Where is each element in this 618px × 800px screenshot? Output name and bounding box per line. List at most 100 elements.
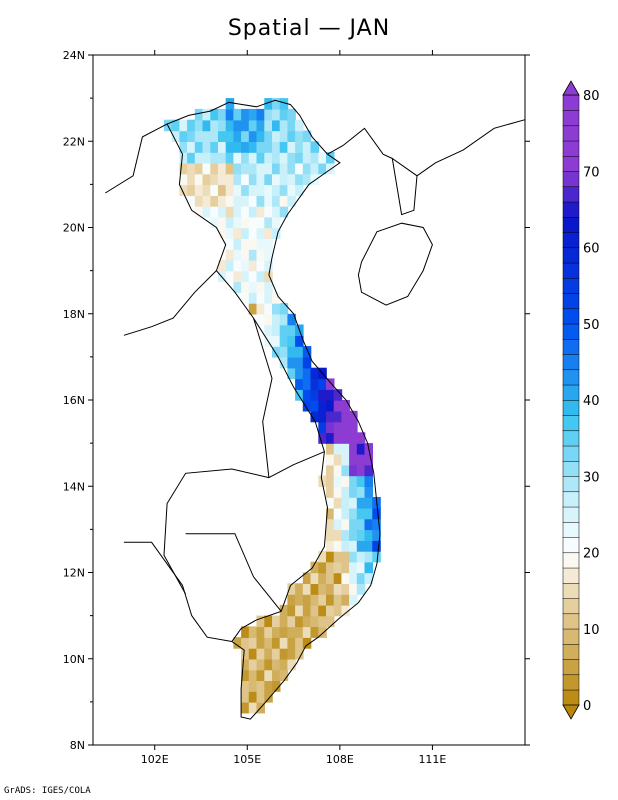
precip-cell	[218, 162, 227, 175]
colorbar-swatch	[562, 445, 580, 462]
precip-cell	[341, 410, 350, 423]
colorbar-swatch	[562, 140, 580, 157]
border-line	[253, 317, 325, 479]
precip-cell	[341, 400, 350, 412]
latitude-axis: 8N 10N 12N 14N 16N 18N 20N 22N 24N	[63, 49, 530, 752]
precip-cell	[256, 162, 265, 175]
precip-cell	[218, 108, 227, 121]
precip-cell	[210, 162, 219, 175]
precip-cell	[295, 162, 304, 175]
precip-cell	[318, 410, 327, 423]
precip-cell	[326, 561, 335, 574]
precip-cell	[256, 119, 265, 132]
precip-cell	[272, 303, 281, 315]
precip-cell	[295, 583, 304, 595]
precip-cell	[179, 119, 188, 132]
precip-cell	[356, 507, 366, 520]
precip-cell	[233, 249, 242, 261]
precip-cell	[272, 216, 281, 229]
precip-cell	[356, 443, 366, 455]
precip-cell	[241, 162, 250, 175]
colorbar-swatch	[562, 369, 580, 386]
precip-cell	[287, 356, 296, 369]
precip-cell	[256, 152, 265, 164]
precip-cell	[218, 141, 227, 153]
precip-cell	[256, 626, 265, 638]
precip-cell	[326, 497, 335, 509]
precip-cell	[202, 173, 211, 186]
precip-cell	[364, 453, 373, 466]
colorbar-label: 0	[583, 699, 591, 714]
precip-cell	[264, 281, 273, 293]
precip-cell	[187, 130, 196, 142]
colorbar-swatch	[562, 216, 580, 233]
precip-cell	[233, 227, 242, 239]
precip-cell	[349, 464, 358, 477]
precip-cell	[264, 184, 273, 196]
colorbar-swatch	[562, 232, 580, 249]
precip-cell	[326, 443, 335, 455]
precip-cell	[302, 389, 312, 401]
precip-cell	[248, 637, 258, 649]
precip-cell	[241, 130, 250, 142]
precip-cell	[302, 626, 312, 638]
colorbar-swatch	[562, 659, 580, 676]
colorbar-swatch	[562, 186, 580, 203]
precip-cell	[248, 216, 258, 229]
precip-cell	[356, 497, 366, 509]
precip-cell	[287, 324, 296, 336]
colorbar-label: 80	[583, 89, 600, 104]
precip-cell	[233, 119, 242, 132]
precip-cell	[349, 583, 358, 595]
precip-cell	[241, 669, 250, 681]
colorbar-swatch	[562, 628, 580, 645]
precip-cell	[349, 443, 358, 455]
precip-cell	[310, 141, 319, 153]
precip-cell	[256, 292, 265, 304]
precip-cell	[256, 238, 265, 250]
precip-cell	[318, 378, 327, 390]
precip-cell	[341, 550, 350, 563]
precip-cell	[241, 227, 250, 239]
precip-cell	[248, 184, 258, 196]
colorbar-swatch	[562, 460, 580, 477]
precip-cell	[356, 453, 366, 466]
precip-cell	[364, 561, 373, 574]
border-line	[163, 468, 270, 595]
precip-cell	[225, 249, 235, 261]
precip-cell	[364, 475, 373, 487]
precip-cell	[310, 410, 319, 423]
lat-tick-label: 12N	[63, 567, 85, 580]
precip-cell	[341, 594, 350, 606]
precip-cell	[295, 346, 304, 358]
colorbar-swatch	[562, 506, 580, 523]
precip-cell	[333, 475, 343, 487]
precip-cell	[318, 162, 327, 175]
lat-tick-label: 18N	[63, 308, 85, 321]
colorbar-swatch	[562, 537, 580, 554]
precip-cell	[248, 119, 258, 132]
colorbar-swatch	[562, 171, 580, 188]
precip-cell	[248, 130, 258, 142]
precip-cell	[295, 604, 304, 617]
precip-cell	[287, 367, 296, 380]
lon-tick-label: 108E	[326, 753, 354, 766]
precip-cell	[279, 184, 289, 196]
colorbar-swatch	[562, 491, 580, 508]
precip-cell	[264, 313, 273, 326]
colorbar-swatch	[562, 582, 580, 599]
precip-cell	[333, 497, 343, 509]
precip-cell	[295, 141, 304, 153]
precip-cell	[225, 227, 235, 239]
precip-cell	[202, 108, 211, 121]
precip-cell	[333, 550, 343, 563]
precip-cell	[302, 572, 312, 584]
precip-cell	[264, 324, 273, 336]
precip-cell	[302, 615, 312, 628]
precip-cell	[333, 604, 343, 617]
precip-cell	[256, 615, 265, 628]
precip-cell	[241, 658, 250, 671]
precip-cell	[233, 270, 242, 283]
colorbar-swatch	[562, 323, 580, 340]
